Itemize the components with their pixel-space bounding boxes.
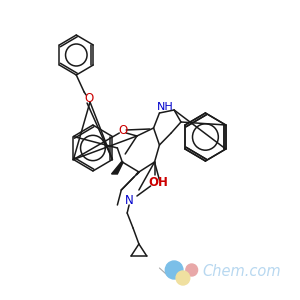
Text: O: O [84, 92, 94, 106]
Circle shape [165, 261, 183, 279]
Text: Chem.com: Chem.com [202, 265, 281, 280]
Text: O: O [118, 124, 128, 136]
Circle shape [186, 264, 198, 276]
Text: OH: OH [148, 176, 168, 190]
Text: NH: NH [157, 102, 174, 112]
Polygon shape [112, 162, 123, 174]
Text: N: N [125, 194, 134, 206]
Circle shape [176, 271, 190, 285]
